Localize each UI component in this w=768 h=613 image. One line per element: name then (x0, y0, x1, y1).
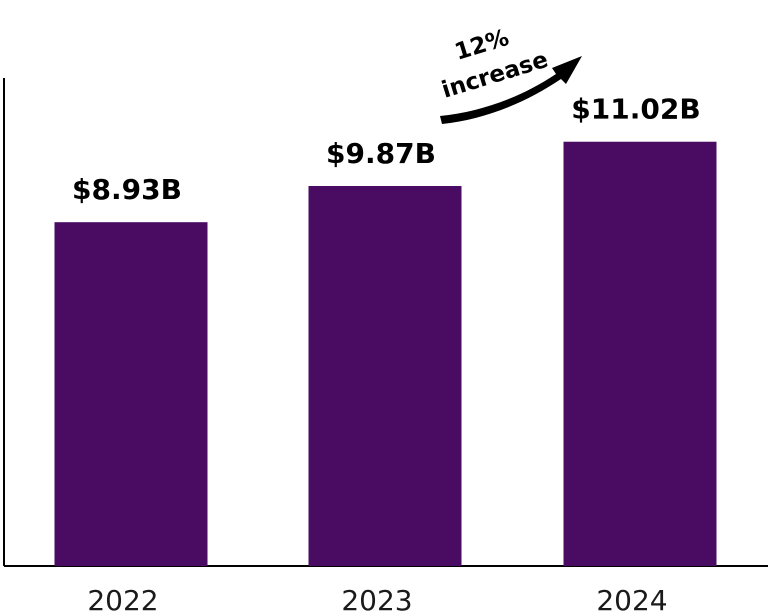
value-label-2024: $11.02B (571, 93, 700, 126)
value-label-2022: $8.93B (72, 173, 182, 206)
x-tick-label-2022: 2022 (87, 584, 158, 613)
x-tick-label-2023: 2023 (341, 584, 412, 613)
value-labels-group: $8.93B $9.87B $11.02B (72, 93, 701, 206)
bar-2024 (563, 141, 717, 567)
increase-annotation: 12% increase (439, 25, 582, 124)
bars-group (54, 141, 717, 567)
increase-arrow (440, 56, 582, 124)
bar-2023 (308, 186, 462, 566)
bar-2022 (54, 222, 208, 566)
tick-labels-group: 2022 2023 2024 (87, 584, 667, 613)
x-tick-label-2024: 2024 (596, 584, 667, 613)
value-label-2023: $9.87B (326, 137, 436, 170)
